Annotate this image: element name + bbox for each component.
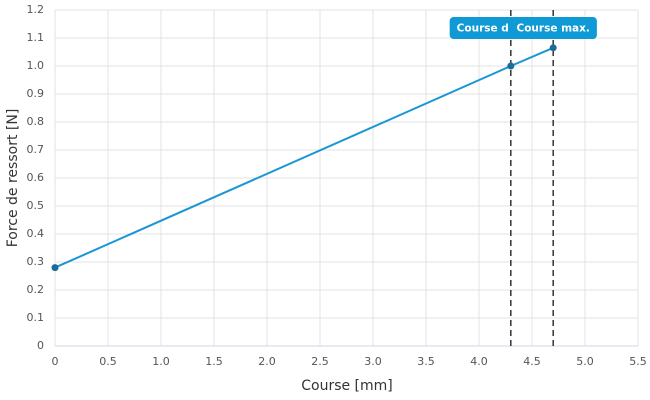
y-axis-title: Force de ressort [N] (5, 109, 21, 248)
y-tick-label: 0.3 (27, 255, 45, 268)
x-tick-label: 3.0 (364, 355, 382, 368)
series-line (54, 46, 554, 269)
annotation-box (449, 17, 516, 39)
y-tick-label: 1.2 (27, 3, 45, 16)
data-point (507, 62, 515, 70)
x-tick-label: 4.5 (523, 355, 541, 368)
y-tick-label: 0.4 (27, 227, 45, 240)
x-tick-label: 5.0 (576, 355, 594, 368)
annotation-box (509, 17, 597, 39)
data-point (549, 44, 557, 52)
annotation-label: Course d (457, 23, 509, 35)
y-tick-label: 0.9 (27, 87, 45, 100)
y-tick-label: 0.1 (27, 311, 45, 324)
x-tick-label: 4.0 (470, 355, 488, 368)
x-axis-title: Course [mm] (301, 378, 393, 394)
y-tick-label: 0.2 (27, 283, 45, 296)
data-point (51, 264, 59, 272)
y-tick-label: 0.7 (27, 143, 45, 156)
y-tick-label: 0.8 (27, 115, 45, 128)
x-tick-label: 0 (52, 355, 59, 368)
x-tick-label: 1.5 (205, 355, 223, 368)
x-tick-label: 2.5 (311, 355, 329, 368)
y-tick-label: 0.5 (27, 199, 45, 212)
annotation-label: Course max. (517, 23, 590, 35)
x-tick-label: 5.5 (629, 355, 647, 368)
x-tick-label: 3.5 (417, 355, 435, 368)
y-tick-label: 1.1 (27, 31, 45, 44)
x-tick-label: 2.0 (258, 355, 276, 368)
x-tick-label: 1.0 (152, 355, 170, 368)
y-tick-label: 0 (37, 339, 44, 352)
y-tick-label: 0.6 (27, 171, 45, 184)
y-tick-label: 1.0 (27, 59, 45, 72)
x-tick-label: 0.5 (99, 355, 117, 368)
